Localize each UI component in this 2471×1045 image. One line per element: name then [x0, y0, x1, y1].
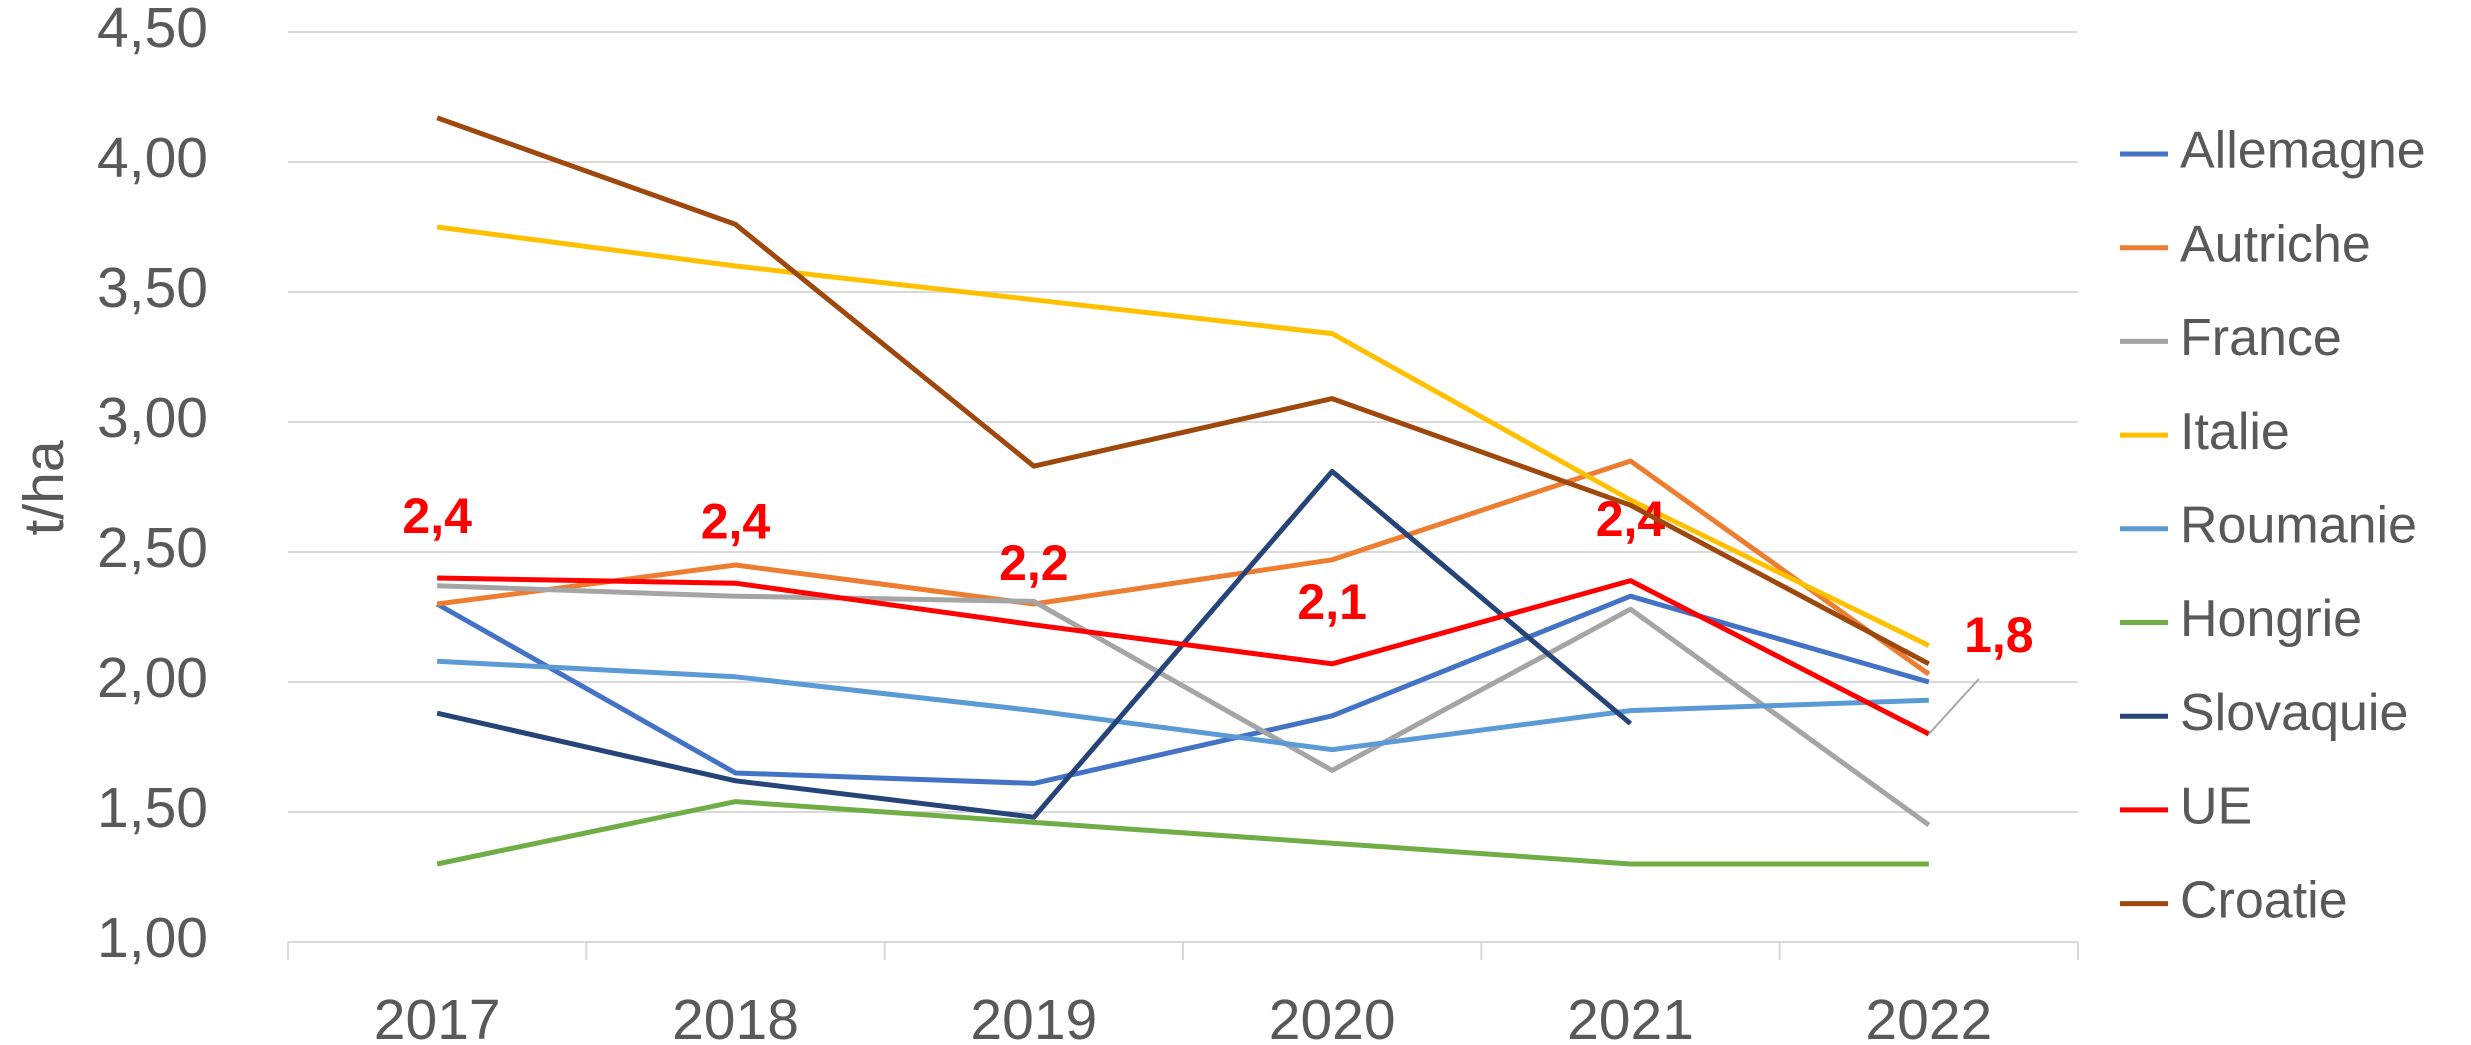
legend-label: Autriche	[2180, 215, 2371, 273]
line-series	[437, 658, 1929, 753]
data-label: 2,2	[999, 535, 1069, 591]
legend-label: France	[2180, 309, 2342, 367]
x-tick-label: 2017	[374, 988, 501, 1045]
leader-line	[1928, 678, 1980, 735]
data-label: 2,4	[402, 488, 472, 544]
y-tick-label: 4,50	[97, 0, 208, 60]
x-tick-label: 2022	[1865, 988, 1992, 1045]
line-series	[437, 575, 1930, 737]
line-series	[436, 224, 1930, 648]
legend-label: UE	[2180, 778, 2252, 836]
y-axis-label: t/ha	[12, 440, 76, 535]
line-series	[435, 593, 1930, 786]
legend-label: Roumanie	[2180, 497, 2417, 555]
legend-label: Croatie	[2180, 871, 2348, 929]
x-tick-label: 2021	[1567, 988, 1694, 1045]
data-label: 2,1	[1297, 574, 1367, 630]
y-tick-label: 1,00	[97, 906, 208, 970]
x-tick-label: 2019	[970, 988, 1097, 1045]
y-tick-label: 1,50	[97, 776, 208, 840]
line-series	[436, 458, 1931, 677]
data-label: 1,8	[1964, 607, 2034, 663]
x-tick-label: 2018	[672, 988, 799, 1045]
y-tick-label: 2,50	[97, 516, 208, 580]
y-tick-label: 3,00	[97, 386, 208, 450]
line-series	[436, 468, 1633, 820]
y-tick-label: 3,50	[97, 256, 208, 320]
line-series	[437, 583, 1931, 828]
y-tick-label: 4,00	[97, 126, 208, 190]
data-label: 2,4	[701, 493, 771, 549]
legend-label: Italie	[2180, 403, 2290, 461]
line-series	[436, 115, 1931, 667]
y-tick-label: 2,00	[97, 646, 208, 710]
x-tick-label: 2020	[1269, 988, 1396, 1045]
legend-label: Allemagne	[2180, 122, 2426, 180]
legend-label: Slovaquie	[2180, 684, 2408, 742]
line-series	[436, 799, 1929, 867]
legend-label: Hongrie	[2180, 590, 2362, 648]
